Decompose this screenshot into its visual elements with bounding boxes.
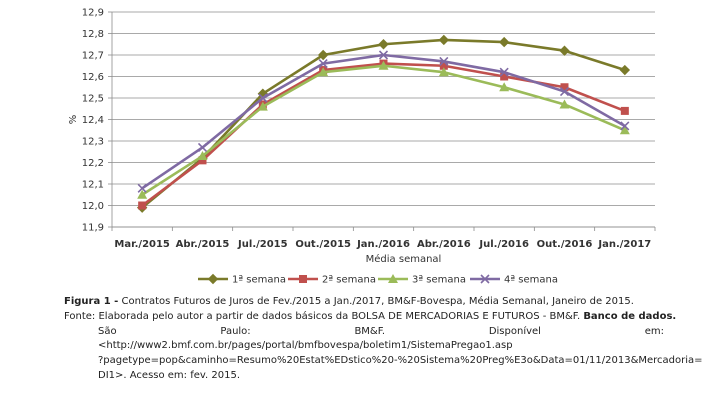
square-marker <box>138 201 147 210</box>
x-axis-title: Média semanal <box>366 253 442 265</box>
legend: 1ª semana 2ª semana 3ª semana 4ª semana <box>198 273 558 286</box>
triangle-marker <box>257 101 268 111</box>
triangle-marker <box>137 189 148 199</box>
y-axis-title: % <box>68 115 79 125</box>
y-tick-label: 12,9 <box>82 8 104 19</box>
legend-item: 4ª semana <box>470 274 558 286</box>
y-tick-label: 12,1 <box>82 180 104 191</box>
source-url-line-2[interactable]: ?pagetype=pop&caminho=Resumo%20Estat%EDs… <box>98 355 703 367</box>
justify-word: BM&F. <box>354 325 386 337</box>
x-marker <box>480 274 490 284</box>
justify-word: Paulo: <box>220 325 251 337</box>
triangle-marker <box>559 99 570 109</box>
square-marker <box>198 156 207 165</box>
diamond-marker <box>438 34 450 46</box>
source-justified-row: São Paulo: BM&F. Disponível em: <box>64 325 664 340</box>
figure-text: Contratos Futuros de Juros de Fev./2015 … <box>121 296 634 307</box>
y-tick-label: 12,4 <box>82 115 104 126</box>
x-tick-label: Mar./2015 <box>114 239 170 250</box>
x-marker <box>137 183 147 193</box>
square-marker <box>620 106 629 115</box>
y-tick-label: 12,3 <box>82 137 104 148</box>
y-tick-label: 11,9 <box>82 223 104 234</box>
legend-label: 3ª semana <box>412 275 466 286</box>
justify-word: em: <box>644 325 664 337</box>
justify-word: São <box>98 325 117 337</box>
x-marker <box>620 121 630 131</box>
triangle-marker <box>619 125 630 135</box>
x-tick-label: Abr./2016 <box>417 239 471 250</box>
justify-word: Disponível <box>488 325 541 337</box>
series-3 <box>137 60 630 199</box>
diamond-marker <box>498 36 510 48</box>
legend-label: 4ª semana <box>504 275 558 286</box>
source-line: Fonte: Elaborada pelo autor a partir de … <box>64 310 676 325</box>
y-tick-label: 12,6 <box>82 72 104 83</box>
legend-item: 2ª semana <box>288 275 376 286</box>
square-marker <box>500 72 509 81</box>
x-marker <box>258 93 268 103</box>
triangle-marker <box>318 67 329 77</box>
series-line <box>141 53 626 190</box>
figure-caption: Figura 1 - Contratos Futuros de Juros de… <box>64 295 703 384</box>
triangle-marker <box>378 60 389 70</box>
x-tick-label: Abr./2015 <box>176 239 230 250</box>
x-marker <box>318 59 328 69</box>
x-tick-label: Out./2016 <box>537 239 593 250</box>
y-tick-label: 12,2 <box>82 158 104 169</box>
diamond-marker <box>378 39 389 50</box>
legend-label: 2ª semana <box>322 275 376 286</box>
x-tick-label: Jul./2015 <box>237 239 288 250</box>
square-marker <box>439 61 448 70</box>
series-2 <box>138 59 629 210</box>
figure-title-line: Figura 1 - Contratos Futuros de Juros de… <box>64 295 664 310</box>
x-marker <box>439 56 449 67</box>
x-marker <box>197 142 208 153</box>
x-tick-label: Jan./2017 <box>597 239 651 250</box>
x-tick-label: Jul./2016 <box>478 239 529 250</box>
square-marker <box>299 275 307 283</box>
source-url-line-1[interactable]: <http://www2.bmf.com.br/pages/portal/bmf… <box>98 340 513 352</box>
x-tick-label: Jan./2016 <box>356 239 410 250</box>
triangle-marker <box>388 274 398 283</box>
diamond-marker <box>559 45 570 56</box>
figure-label: Figura 1 - <box>64 296 119 307</box>
y-tick-label: 12,7 <box>82 51 104 62</box>
x-tick-label: Out./2015 <box>295 239 351 250</box>
series-4 <box>137 50 630 193</box>
source-label: Fonte: <box>64 310 96 322</box>
diamond-marker <box>207 273 219 285</box>
triangle-marker <box>499 82 510 92</box>
triangle-marker <box>197 151 208 161</box>
x-marker <box>499 67 509 77</box>
legend-label: 1ª semana <box>232 275 286 286</box>
source-bold: Banco de dados. <box>583 310 677 322</box>
axes: 12,9 12,8 12,7 12,6 12,5 12,4 12,3 12,2 12,1 12,0… <box>68 8 656 265</box>
source-url-line-3: DI1>. Acesso em: fev. 2015. <box>98 369 241 381</box>
diamond-marker <box>317 49 329 61</box>
triangle-marker <box>438 67 449 77</box>
legend-item: 1ª semana <box>198 273 286 286</box>
series-lines <box>136 34 631 213</box>
diamond-marker <box>619 64 631 76</box>
y-tick-label: 12,5 <box>82 94 104 105</box>
x-marker <box>559 86 570 97</box>
square-marker <box>560 83 569 92</box>
y-tick-label: 12,8 <box>82 29 104 40</box>
x-marker <box>378 50 389 60</box>
source-text: Elaborada pelo autor a partir de dados b… <box>98 310 581 322</box>
legend-item: 3ª semana <box>378 274 466 286</box>
y-tick-label: 12,0 <box>82 201 104 212</box>
line-chart: 12,9 12,8 12,7 12,6 12,5 12,4 12,3 12,2 12,1 12,0… <box>68 8 656 286</box>
